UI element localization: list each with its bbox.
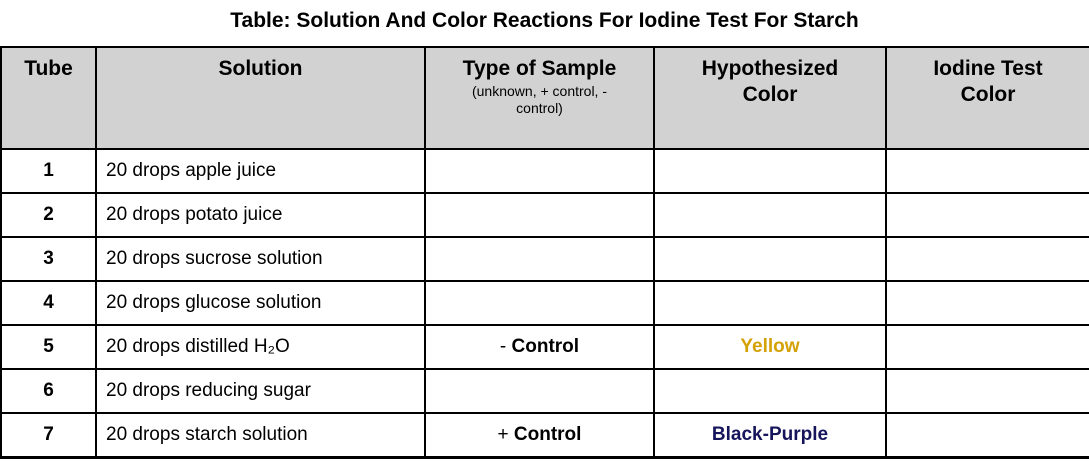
cell-type-of-sample: + Control <box>424 412 655 459</box>
header-cell-hypothesized-color: Hypothesized Color <box>653 46 887 150</box>
cell-hypothesized-color: Yellow <box>653 324 887 370</box>
cell-iodine-test-color <box>885 192 1089 238</box>
cell-iodine-test-color <box>885 368 1089 414</box>
cell-iodine-test-color <box>885 148 1089 194</box>
cell-tube: 6 <box>0 368 97 414</box>
hypothesized-color-value: Yellow <box>740 336 800 357</box>
cell-iodine-test-color <box>885 324 1089 370</box>
cell-type-of-sample <box>424 368 655 414</box>
cell-type-of-sample <box>424 148 655 194</box>
cell-solution: 20 drops apple juice <box>95 148 426 194</box>
cell-solution: 20 drops potato juice <box>95 192 426 238</box>
cell-solution: 20 drops distilled H₂O <box>95 324 426 370</box>
cell-hypothesized-color <box>653 368 887 414</box>
header-row: Tube Solution Type of Sample (unknown, +… <box>0 46 1089 150</box>
cell-tube: 5 <box>0 324 97 370</box>
table-row: 3 20 drops sucrose solution <box>0 236 1089 282</box>
cell-iodine-test-color <box>885 236 1089 282</box>
header-cell-solution: Solution <box>95 46 426 150</box>
header-cell-tube: Tube <box>0 46 97 150</box>
cell-type-of-sample: - Control <box>424 324 655 370</box>
cell-iodine-test-color <box>885 412 1089 459</box>
iodine-test-table: Tube Solution Type of Sample (unknown, +… <box>0 46 1089 459</box>
header-label: Iodine Test Color <box>933 57 1043 106</box>
cell-hypothesized-color: Black-Purple <box>653 412 887 459</box>
table-row: 1 20 drops apple juice <box>0 148 1089 194</box>
cell-hypothesized-color <box>653 280 887 326</box>
cell-hypothesized-color <box>653 148 887 194</box>
header-cell-iodine-test-color: Iodine Test Color <box>885 46 1089 150</box>
cell-tube: 3 <box>0 236 97 282</box>
table-title: Table: Solution And Color Reactions For … <box>230 9 859 32</box>
cell-solution: 20 drops starch solution <box>95 412 426 459</box>
hypothesized-color-value: Black-Purple <box>711 423 829 445</box>
header-subtext: (unknown, + control, - control) <box>471 83 607 116</box>
cell-hypothesized-color <box>653 192 887 238</box>
header-label: Tube <box>24 57 73 80</box>
table-row: 6 20 drops reducing sugar <box>0 368 1089 414</box>
cell-solution: 20 drops sucrose solution <box>95 236 426 282</box>
header-label: Type of Sample <box>462 57 617 80</box>
cell-type-of-sample <box>424 236 655 282</box>
cell-hypothesized-color <box>653 236 887 282</box>
cell-iodine-test-color <box>885 280 1089 326</box>
table-row: 2 20 drops potato juice <box>0 192 1089 238</box>
header-label: Hypothesized Color <box>701 57 839 106</box>
cell-tube: 4 <box>0 280 97 326</box>
cell-solution: 20 drops reducing sugar <box>95 368 426 414</box>
header-label: Solution <box>218 57 303 80</box>
header-cell-type-of-sample: Type of Sample (unknown, + control, - co… <box>424 46 655 150</box>
cell-type-of-sample <box>424 280 655 326</box>
cell-tube: 2 <box>0 192 97 238</box>
cell-tube: 1 <box>0 148 97 194</box>
table-row: 7 20 drops starch solution + Control Bla… <box>0 412 1089 459</box>
cell-solution: 20 drops glucose solution <box>95 280 426 326</box>
table-row: 5 20 drops distilled H₂O - Control Yello… <box>0 324 1089 370</box>
cell-tube: 7 <box>0 412 97 459</box>
table-row: 4 20 drops glucose solution <box>0 280 1089 326</box>
cell-type-of-sample <box>424 192 655 238</box>
